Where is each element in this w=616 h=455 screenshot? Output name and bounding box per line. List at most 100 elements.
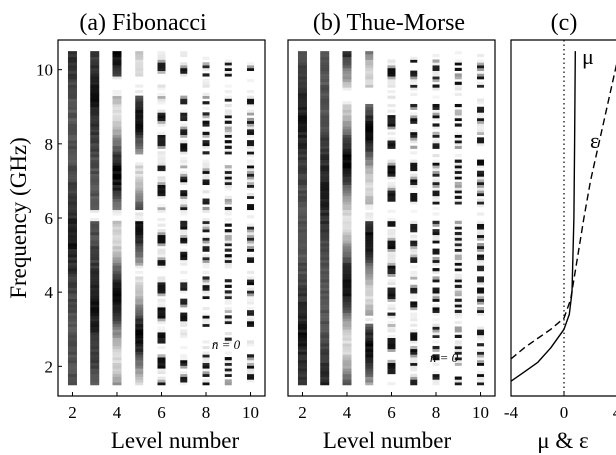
heatmap-cell [477,120,485,124]
heatmap-cell [320,98,330,102]
heatmap-cell [454,254,462,258]
heatmap-cell [180,140,188,144]
heatmap-cell [180,284,188,288]
heatmap-cell [135,359,144,364]
heatmap-cell [202,170,210,174]
heatmap-cell [247,281,255,286]
heatmap-cell [342,298,352,302]
heatmap-cell [432,334,440,338]
heatmap-cell [135,151,144,155]
heatmap-cell [320,156,330,160]
heatmap-cell [454,145,462,149]
heatmap-cell [387,268,396,272]
heatmap-cell [67,259,77,263]
heatmap-cell [224,170,232,174]
heatmap-cell [90,159,100,163]
heatmap-cell [454,195,462,199]
heatmap-cell [180,98,188,102]
heatmap-cell [410,112,418,116]
heatmap-cell [387,126,396,130]
heatmap-cell [432,220,440,224]
heatmap-cell [320,167,330,172]
heatmap-cell [112,329,122,333]
heatmap-cell [320,106,330,110]
heatmap-cell [224,315,232,319]
heatmap-cell [297,156,307,160]
heatmap-cell [112,103,122,108]
heatmap-cell [320,87,330,91]
heatmap-cell [387,137,396,141]
heatmap-cell [112,67,122,71]
heatmap-cell [180,320,188,325]
heatmap-cell [180,279,188,283]
heatmap-cell [342,379,352,383]
heatmap-cell [454,284,462,288]
heatmap-cell [112,382,122,386]
heatmap-cell [112,262,122,266]
heatmap-cell [387,167,396,172]
heatmap-cell [247,309,255,313]
y-tick-label: 6 [45,209,54,228]
heatmap-cell [477,73,485,77]
heatmap-cell [157,184,166,188]
heatmap-cell [477,184,485,188]
heatmap-cell [432,134,440,138]
heatmap-cell [202,243,210,247]
heatmap-cell [67,354,77,358]
heatmap-cell [135,337,144,341]
heatmap-cell [387,120,396,124]
heatmap-cell [112,229,122,233]
heatmap-cell [454,165,462,169]
heatmap-cell [387,162,396,166]
heatmap-cell [67,184,77,188]
heatmap-cell [90,156,100,160]
heatmap-cell [90,92,100,97]
heatmap-cell [365,376,374,380]
heatmap-cell [365,290,374,294]
heatmap-cell [180,148,188,152]
x-tick-label: 4 [343,403,352,422]
heatmap-cell [202,284,210,288]
heatmap-cell [247,323,255,327]
heatmap-cell [297,259,307,263]
panel-mu-epsilon: (c) μ ε -404 μ & ε [504,10,616,453]
heatmap-cell [297,251,307,255]
heatmap-cell [157,357,166,361]
heatmap-cell [387,142,396,147]
heatmap-cell [202,351,210,355]
heatmap-cell [202,131,210,135]
heatmap-cell [432,65,440,69]
heatmap-cell [432,53,440,58]
heatmap-cell [477,354,485,358]
heatmap-cell [410,176,418,180]
heatmap-cell [477,343,485,347]
heatmap-cell [67,287,77,291]
heatmap-cell [342,195,352,199]
heatmap-cell [112,337,122,341]
heatmap-cell [202,254,210,258]
heatmap-cell [342,365,352,369]
heatmap-cell [342,273,352,277]
heatmap-cell [157,195,166,199]
heatmap-cell [112,362,122,366]
heatmap-cell [224,234,232,238]
heatmap-cell [365,307,374,311]
heatmap-cell [365,162,374,166]
heatmap-cell [432,165,440,169]
heatmap-cell [202,237,210,241]
heatmap-cell [342,198,352,202]
heatmap-cell [365,154,374,158]
heatmap-cell [342,373,352,377]
heatmap-cell [157,56,166,60]
heatmap-cell [365,332,374,336]
heatmap-cell [224,148,232,152]
heatmap-cell [180,162,188,166]
heatmap-cell [224,309,232,313]
heatmap-cell [247,101,255,105]
heatmap-cell [224,187,232,191]
heatmap-cell [410,78,418,83]
heatmap-cell [297,90,307,94]
heatmap-cell [112,307,122,311]
heatmap-cell [247,112,255,116]
heatmap-cell [477,348,485,352]
